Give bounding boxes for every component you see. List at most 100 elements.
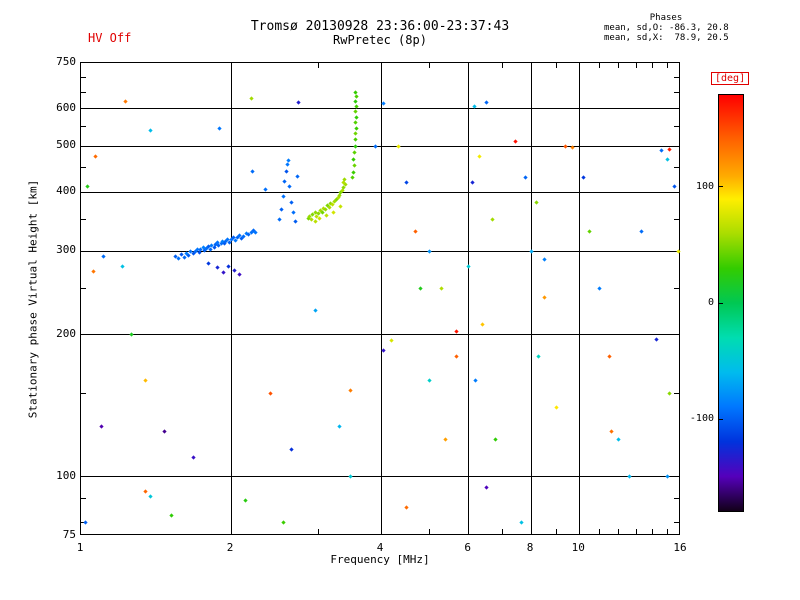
y-minor-tick (674, 288, 679, 290)
data-point (534, 200, 539, 205)
data-point (667, 391, 673, 396)
data-point (627, 474, 632, 480)
data-point (143, 489, 149, 494)
data-point (331, 209, 336, 215)
data-point (148, 494, 153, 499)
y-minor-tick (674, 167, 679, 169)
colorbar-tick (718, 186, 723, 188)
data-point (563, 144, 569, 149)
data-point (654, 337, 659, 342)
data-point (396, 144, 401, 149)
data-point (253, 230, 258, 236)
data-point (490, 217, 495, 222)
data-point (243, 498, 248, 503)
y-minor-tick (81, 76, 86, 78)
data-point (536, 354, 542, 359)
data-point (293, 219, 299, 224)
data-point (404, 505, 409, 510)
x-gridline (230, 63, 232, 534)
data-point (237, 272, 242, 277)
data-point (352, 163, 357, 168)
x-minor-tick (666, 63, 668, 68)
data-point (597, 286, 603, 291)
x-gridline (468, 63, 470, 534)
data-point (351, 156, 356, 162)
y-axis-label-wrap: Stationary phase Virtual Height [km] (22, 62, 44, 535)
data-point (388, 338, 394, 343)
data-point (353, 109, 358, 114)
x-minor-tick (599, 529, 601, 534)
y-tick-label: 600 (56, 100, 76, 114)
data-point (337, 424, 342, 429)
data-point (148, 128, 153, 133)
data-point (518, 520, 524, 525)
phases-mean-o-stat: mean, sd,O: -86.3, 20.8 (604, 23, 729, 33)
data-point (354, 115, 360, 120)
colorbar-unit-label: [deg] (711, 72, 750, 85)
data-point (676, 249, 681, 254)
data-point (249, 96, 254, 101)
x-minor-tick (318, 63, 320, 68)
data-point (206, 261, 211, 267)
y-gridline (81, 108, 679, 110)
x-minor-tick (555, 529, 557, 534)
y-gridline (81, 191, 679, 193)
data-point (413, 228, 419, 234)
data-point (418, 286, 423, 291)
data-point (353, 120, 358, 125)
x-gridline (380, 63, 382, 534)
data-point (337, 204, 343, 209)
data-point (268, 391, 273, 396)
data-point (287, 183, 292, 189)
data-point (349, 175, 355, 180)
data-point (373, 144, 378, 149)
data-point (453, 354, 459, 359)
data-point (232, 268, 237, 273)
data-point (282, 179, 287, 184)
data-point (176, 256, 181, 261)
data-point (483, 485, 489, 490)
data-point (191, 455, 196, 460)
x-minor-tick (428, 529, 430, 534)
data-point (616, 437, 621, 442)
data-point (215, 265, 220, 270)
y-minor-tick (81, 126, 86, 128)
y-gridline (81, 334, 679, 336)
y-minor-tick (81, 498, 86, 500)
y-gridline (81, 250, 679, 252)
data-point (169, 513, 174, 518)
phases-mean-x-stat: mean, sd,X: 78.9, 20.5 (604, 33, 729, 43)
data-point (381, 348, 386, 353)
y-minor-tick (81, 91, 86, 93)
y-tick-label: 300 (56, 243, 76, 257)
x-tick-label: 16 (673, 541, 687, 554)
data-point (324, 213, 329, 218)
data-point (101, 254, 106, 259)
data-point (493, 437, 498, 442)
y-tick-label: 400 (56, 184, 76, 198)
x-minor-tick (318, 529, 320, 534)
hv-status-label: HV Off (88, 31, 132, 45)
y-axis-label: Stationary phase Virtual Height [km] (26, 179, 40, 418)
data-point (250, 169, 255, 174)
data-point (291, 210, 296, 215)
y-gridline (81, 145, 679, 147)
data-point (381, 101, 386, 106)
x-tick-label: 6 (464, 541, 472, 554)
data-point (353, 99, 358, 104)
data-point (404, 179, 409, 185)
data-point (541, 294, 547, 300)
data-point (83, 520, 88, 525)
data-point (143, 378, 149, 383)
data-point (162, 428, 167, 434)
data-point (427, 378, 432, 383)
colorbar-tick (718, 418, 723, 420)
y-tick-label: 75 (62, 528, 76, 541)
y-tick-label: 200 (56, 326, 76, 340)
x-minor-tick (635, 63, 637, 68)
data-point (91, 269, 96, 274)
y-tick-label: 100 (56, 468, 76, 482)
data-point (480, 322, 485, 327)
data-point (528, 249, 534, 254)
data-point (281, 520, 286, 525)
